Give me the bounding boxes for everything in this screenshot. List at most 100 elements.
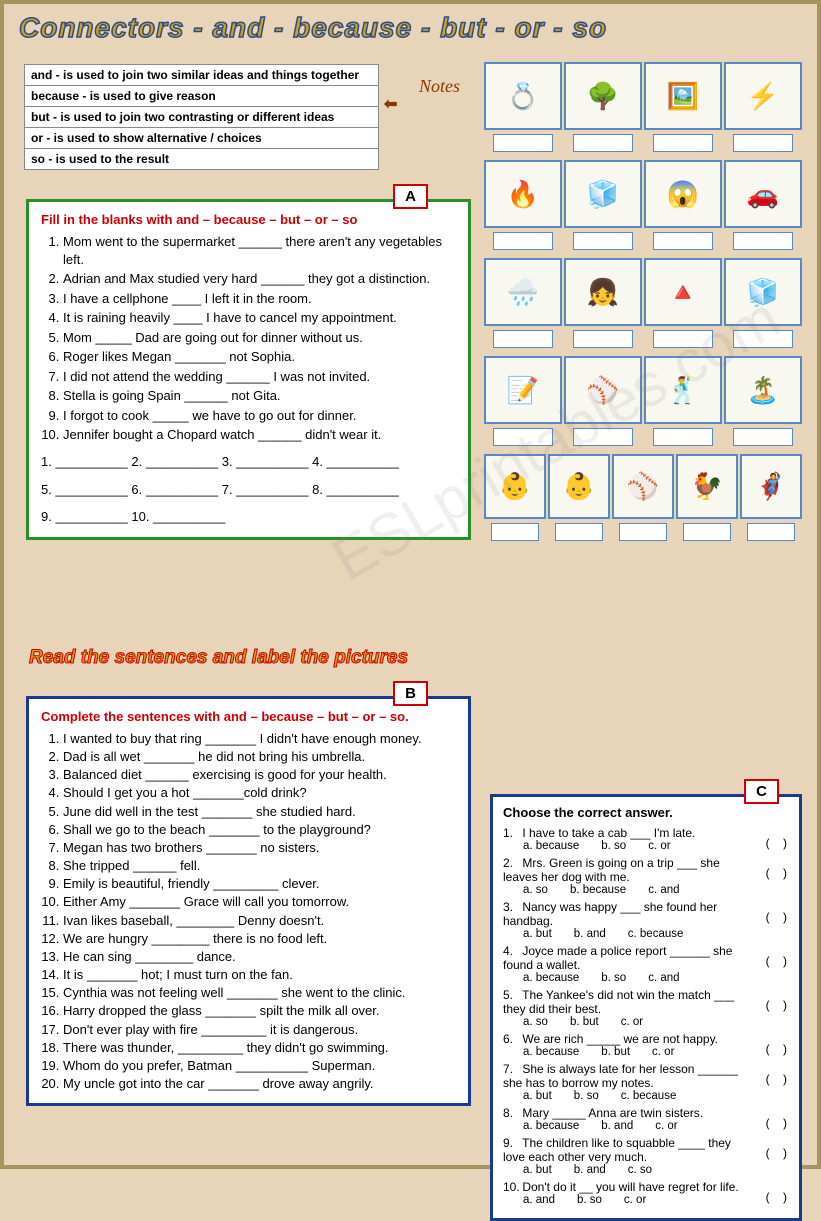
label-blank[interactable] (653, 428, 713, 446)
item: Whom do you prefer, Batman __________ Su… (63, 1057, 456, 1074)
picture-icon: 🌳 (587, 81, 619, 112)
option: b. but (601, 1046, 630, 1058)
picture-cell: 🚗 (724, 160, 802, 228)
picture-cell: 🧊 (724, 258, 802, 326)
note-line: so - is used to the result (25, 149, 378, 169)
item: There was thunder, _________ they didn't… (63, 1039, 456, 1056)
label-blank[interactable] (573, 330, 633, 348)
option: a. because (523, 840, 579, 852)
label-blank[interactable] (653, 232, 713, 250)
item: Mom _____ Dad are going out for dinner w… (63, 329, 456, 347)
instr-a: Fill in the blanks with and – because – … (41, 212, 456, 227)
label-blank[interactable] (653, 134, 713, 152)
picture-cell: 👶 (484, 454, 546, 519)
answer-blank: ( ) (766, 1072, 787, 1086)
notes-box: and - is used to join two similar ideas … (24, 64, 379, 170)
pic-row: 🌧️👧🔺🧊 (484, 258, 806, 326)
item: Cynthia was not feeling well _______ she… (63, 984, 456, 1001)
label-blank[interactable] (493, 232, 553, 250)
picture-icon: 🕺 (667, 375, 699, 406)
option: a. but (523, 1164, 552, 1176)
label-blank[interactable] (733, 134, 793, 152)
tag-a: A (393, 184, 428, 209)
question: 10. Don't do it __ you will have regret … (503, 1180, 789, 1206)
option: a. but (523, 1090, 552, 1102)
option: a. but (523, 928, 552, 940)
picture-icon: 👶 (499, 471, 531, 502)
picture-icon: 👶 (563, 471, 595, 502)
item: Harry dropped the glass _______ spilt th… (63, 1002, 456, 1019)
label-blank[interactable] (573, 232, 633, 250)
exercise-b: B Complete the sentences with and – beca… (26, 696, 471, 1106)
picture-grid: 💍🌳🖼️⚡🔥🧊😱🚗🌧️👧🔺🧊📝⚾🕺🏝️👶👶⚾🐓🦸 (484, 62, 806, 549)
label-blank[interactable] (619, 523, 667, 541)
item: We are hungry ________ there is no food … (63, 930, 456, 947)
question: 1. I have to take a cab ___ I'm late.a. … (503, 826, 789, 852)
note-line: or - is used to show alternative / choic… (25, 128, 378, 149)
exercise-a: A Fill in the blanks with and – because … (26, 199, 471, 540)
picture-cell: 🌳 (564, 62, 642, 130)
item: Megan has two brothers _______ no sister… (63, 839, 456, 856)
label-blank[interactable] (573, 428, 633, 446)
answers-blank: 9. __________ 10. __________ (41, 507, 456, 527)
question: 8. Mary _____ Anna are twin sisters.a. b… (503, 1106, 789, 1132)
instr-b: Complete the sentences with and – becaus… (41, 709, 456, 724)
item: It is _______ hot; I must turn on the fa… (63, 966, 456, 983)
label-blank[interactable] (683, 523, 731, 541)
list-a: Mom went to the supermarket ______ there… (63, 233, 456, 444)
label-blank[interactable] (493, 134, 553, 152)
question: 6. We are rich _____ we are not happy.a.… (503, 1032, 789, 1058)
answer-blank: ( ) (766, 1190, 787, 1204)
picture-cell: 🧊 (564, 160, 642, 228)
option: b. so (601, 972, 626, 984)
item: Dad is all wet _______ he did not bring … (63, 748, 456, 765)
answer-blank: ( ) (766, 1146, 787, 1160)
option: c. because (621, 1090, 677, 1102)
option: c. and (648, 972, 679, 984)
answers-blank: 1. __________ 2. __________ 3. _________… (41, 452, 456, 472)
instr-c: Choose the correct answer. (503, 805, 789, 820)
item: Jennifer bought a Chopard watch ______ d… (63, 426, 456, 444)
item: My uncle got into the car _______ drove … (63, 1075, 456, 1092)
label-blank[interactable] (733, 330, 793, 348)
exercise-c: C Choose the correct answer. 1. I have t… (490, 794, 802, 1221)
item: Stella is going Spain ______ not Gita. (63, 387, 456, 405)
option: c. or (621, 1016, 643, 1028)
picture-icon: 🌧️ (507, 277, 539, 308)
tag-b: B (393, 681, 428, 706)
label-blank[interactable] (573, 134, 633, 152)
label-blank[interactable] (491, 523, 539, 541)
picture-cell: 🔥 (484, 160, 562, 228)
picture-cell: 👧 (564, 258, 642, 326)
label-blank[interactable] (493, 428, 553, 446)
question: 2. Mrs. Green is going on a trip ___ she… (503, 856, 789, 896)
picture-icon: 📝 (507, 375, 539, 406)
label-blank[interactable] (733, 232, 793, 250)
picture-icon: 🚗 (747, 179, 779, 210)
label-blank[interactable] (747, 523, 795, 541)
item: June did well in the test _______ she st… (63, 803, 456, 820)
label-blank[interactable] (555, 523, 603, 541)
label-blank[interactable] (733, 428, 793, 446)
item: I did not attend the wedding ______ I wa… (63, 368, 456, 386)
picture-cell: 😱 (644, 160, 722, 228)
label-blank[interactable] (653, 330, 713, 348)
label-blank[interactable] (493, 330, 553, 348)
option: c. or (624, 1194, 646, 1206)
picture-icon: 👧 (587, 277, 619, 308)
option: c. or (655, 1120, 677, 1132)
item: Adrian and Max studied very hard ______ … (63, 270, 456, 288)
picture-cell: 🏝️ (724, 356, 802, 424)
note-line: because - is used to give reason (25, 86, 378, 107)
section-title: Read the sentences and label the picture… (29, 647, 408, 669)
option: c. so (628, 1164, 652, 1176)
picture-icon: ⚾ (587, 375, 619, 406)
picture-cell: 🖼️ (644, 62, 722, 130)
answer-blank: ( ) (766, 998, 787, 1012)
option: b. because (570, 884, 626, 896)
question: 5. The Yankee's did not win the match __… (503, 988, 789, 1028)
picture-icon: 🖼️ (667, 81, 699, 112)
answer-blank: ( ) (766, 1042, 787, 1056)
picture-cell: 🐓 (676, 454, 738, 519)
option: b. and (574, 1164, 606, 1176)
